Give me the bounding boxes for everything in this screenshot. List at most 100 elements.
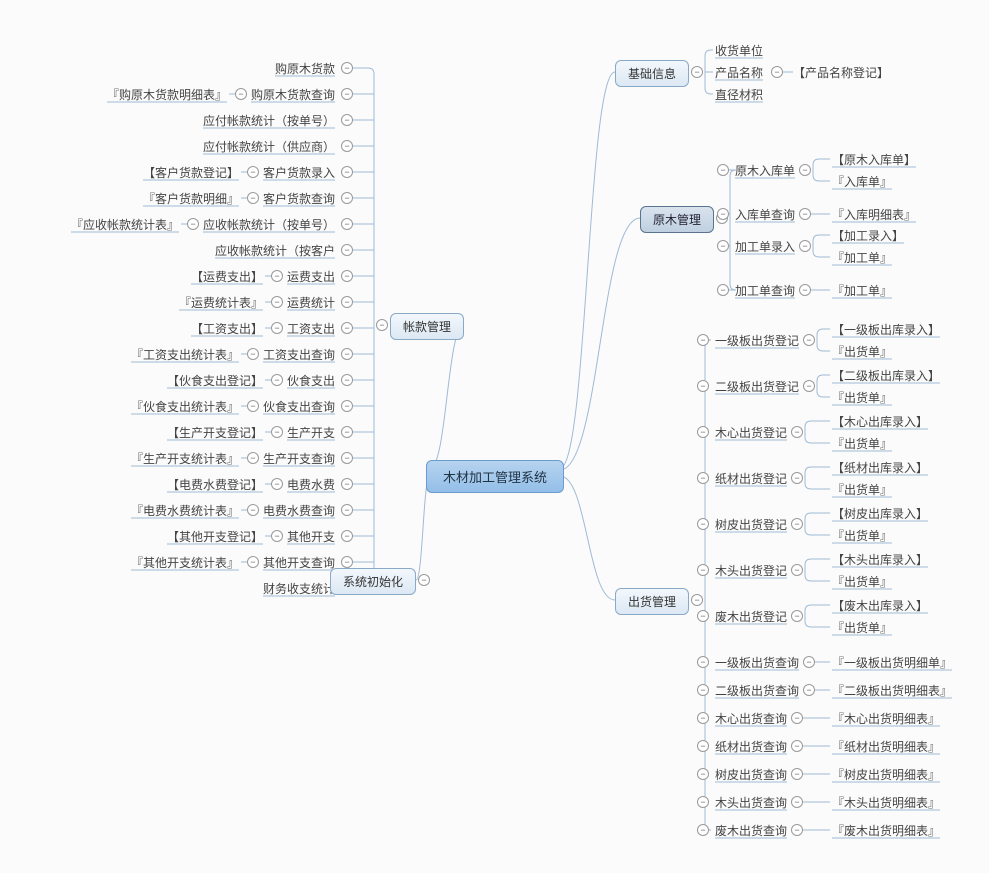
toggle-icon[interactable]: −: [247, 452, 259, 464]
toggle-icon[interactable]: −: [341, 218, 353, 230]
toggle-icon[interactable]: −: [697, 426, 709, 438]
toggle-icon[interactable]: −: [341, 322, 353, 334]
toggle-icon[interactable]: −: [341, 166, 353, 178]
toggle-icon[interactable]: −: [697, 796, 709, 808]
toggle-icon[interactable]: −: [247, 504, 259, 516]
toggle-icon[interactable]: −: [418, 574, 430, 586]
account-leaf: 客户货款查询: [263, 190, 335, 207]
account-note: 【生产开支登记】: [167, 424, 263, 441]
account-note: 【伙食支出登记】: [167, 372, 263, 389]
toggle-icon[interactable]: −: [247, 166, 259, 178]
account-leaf: 应付帐款统计（供应商）: [203, 138, 335, 155]
shipping-sub: 『纸材出货明细表』: [832, 738, 940, 755]
toggle-icon[interactable]: −: [341, 140, 353, 152]
toggle-icon[interactable]: −: [271, 270, 283, 282]
toggle-icon[interactable]: −: [697, 564, 709, 576]
toggle-icon[interactable]: −: [341, 114, 353, 126]
toggle-icon[interactable]: −: [697, 518, 709, 530]
account-note: 『客户货款明细』: [143, 190, 239, 207]
toggle-icon[interactable]: −: [799, 240, 811, 252]
toggle-icon[interactable]: −: [799, 284, 811, 296]
toggle-icon[interactable]: −: [341, 374, 353, 386]
toggle-icon[interactable]: −: [247, 400, 259, 412]
shipping-leaf: 纸材出货登记: [715, 470, 787, 487]
toggle-icon[interactable]: −: [247, 192, 259, 204]
toggle-icon[interactable]: −: [697, 684, 709, 696]
toggle-icon[interactable]: −: [271, 530, 283, 542]
toggle-icon[interactable]: −: [235, 88, 247, 100]
toggle-icon[interactable]: −: [341, 530, 353, 542]
toggle-icon[interactable]: −: [717, 164, 729, 176]
toggle-icon[interactable]: −: [341, 88, 353, 100]
toggle-icon[interactable]: −: [803, 334, 815, 346]
rawwood-leaf: 原木入库单: [735, 162, 795, 179]
toggle-icon[interactable]: −: [376, 319, 388, 331]
account-note: 【运费支出】: [191, 268, 263, 285]
toggle-icon[interactable]: −: [271, 322, 283, 334]
account-note: 【工资支出】: [191, 320, 263, 337]
shipping-leaf: 废木出货登记: [715, 608, 787, 625]
toggle-icon[interactable]: −: [791, 796, 803, 808]
toggle-icon[interactable]: −: [341, 426, 353, 438]
toggle-icon[interactable]: −: [791, 518, 803, 530]
basic-leaf: 直径材积: [715, 86, 763, 103]
shipping-sub: 『出货单』: [832, 435, 892, 452]
toggle-icon[interactable]: −: [271, 426, 283, 438]
account-note: 『生产开支统计表』: [131, 450, 239, 467]
toggle-icon[interactable]: −: [717, 284, 729, 296]
toggle-icon[interactable]: −: [691, 594, 703, 606]
toggle-icon[interactable]: −: [771, 66, 783, 78]
toggle-icon[interactable]: −: [271, 374, 283, 386]
toggle-icon[interactable]: −: [717, 240, 729, 252]
toggle-icon[interactable]: −: [691, 66, 703, 78]
toggle-icon[interactable]: −: [697, 768, 709, 780]
toggle-icon[interactable]: −: [341, 504, 353, 516]
toggle-icon[interactable]: −: [717, 208, 729, 220]
toggle-icon[interactable]: −: [341, 296, 353, 308]
toggle-icon[interactable]: −: [271, 478, 283, 490]
toggle-icon[interactable]: −: [341, 348, 353, 360]
account-leaf: 应收帐款统计（按客户: [215, 242, 335, 259]
toggle-icon[interactable]: −: [697, 472, 709, 484]
toggle-icon[interactable]: −: [791, 564, 803, 576]
toggle-icon[interactable]: −: [791, 768, 803, 780]
toggle-icon[interactable]: −: [341, 400, 353, 412]
toggle-icon[interactable]: −: [791, 426, 803, 438]
account-note: 『应收帐款统计表』: [71, 216, 179, 233]
shipping-leaf: 木头出货查询: [715, 794, 787, 811]
toggle-icon[interactable]: −: [697, 656, 709, 668]
toggle-icon[interactable]: −: [271, 296, 283, 308]
toggle-icon[interactable]: −: [799, 164, 811, 176]
toggle-icon[interactable]: −: [187, 218, 199, 230]
toggle-icon[interactable]: −: [341, 244, 353, 256]
shipping-leaf: 树皮出货查询: [715, 766, 787, 783]
toggle-icon[interactable]: −: [697, 380, 709, 392]
account-leaf: 应收帐款统计（按单号）: [203, 216, 335, 233]
toggle-icon[interactable]: −: [791, 824, 803, 836]
toggle-icon[interactable]: −: [341, 270, 353, 282]
toggle-icon[interactable]: −: [697, 334, 709, 346]
toggle-icon[interactable]: −: [803, 656, 815, 668]
toggle-icon[interactable]: −: [341, 478, 353, 490]
toggle-icon[interactable]: −: [697, 610, 709, 622]
toggle-icon[interactable]: −: [697, 712, 709, 724]
toggle-icon[interactable]: −: [247, 348, 259, 360]
toggle-icon[interactable]: −: [803, 380, 815, 392]
toggle-icon[interactable]: −: [791, 472, 803, 484]
shipping-leaf: 二级板出货登记: [715, 378, 799, 395]
toggle-icon[interactable]: −: [791, 740, 803, 752]
shipping-leaf: 树皮出货登记: [715, 516, 787, 533]
toggle-icon[interactable]: −: [697, 824, 709, 836]
shipping-sub: 『废木出货明细表』: [832, 822, 940, 839]
toggle-icon[interactable]: −: [791, 610, 803, 622]
toggle-icon[interactable]: −: [791, 712, 803, 724]
toggle-icon[interactable]: −: [697, 740, 709, 752]
toggle-icon[interactable]: −: [803, 684, 815, 696]
toggle-icon[interactable]: −: [341, 452, 353, 464]
toggle-icon[interactable]: −: [247, 556, 259, 568]
toggle-icon[interactable]: −: [341, 62, 353, 74]
toggle-icon[interactable]: −: [341, 192, 353, 204]
account-note: 【其他开支登记】: [167, 528, 263, 545]
toggle-icon[interactable]: −: [799, 208, 811, 220]
toggle-icon[interactable]: −: [341, 556, 353, 568]
